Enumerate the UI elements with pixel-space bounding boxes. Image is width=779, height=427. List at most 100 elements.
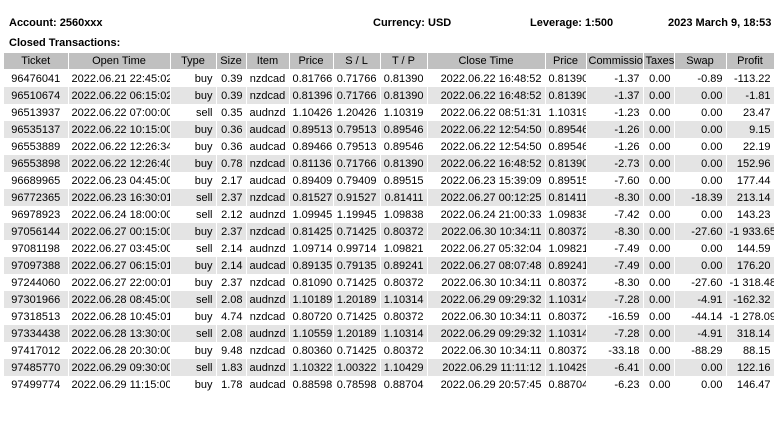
cell-item: audnzd xyxy=(246,359,290,376)
cell-profit: 23.47 xyxy=(726,104,775,121)
cell-taxes: 0.00 xyxy=(643,376,675,393)
table-row: 97417012 2022.06.28 20:30:00 buy 9.48 nzdcad… xyxy=(4,342,775,359)
cell-take-profit: 0.88704 xyxy=(380,376,428,393)
cell-close-price: 0.89546 xyxy=(545,138,587,155)
table-row: 97499774 2022.06.29 11:15:00 buy 1.78 audcad… xyxy=(4,376,775,393)
cell-take-profit: 0.80372 xyxy=(380,342,428,359)
cell-commission: -6.23 xyxy=(586,376,644,393)
cell-stop-loss: 0.71425 xyxy=(333,308,381,325)
closed-transactions-title: Closed Transactions: xyxy=(9,37,121,49)
cell-taxes: 0.00 xyxy=(643,121,675,138)
column-header-taxes: Taxes xyxy=(643,53,675,70)
cell-close-time: 2022.06.30 10:34:11 xyxy=(427,223,546,240)
cell-open-price: 0.89135 xyxy=(289,257,334,274)
cell-close-price: 1.09821 xyxy=(545,240,587,257)
cell-swap: 0.00 xyxy=(674,376,727,393)
cell-open-price: 0.81090 xyxy=(289,274,334,291)
cell-size: 4.74 xyxy=(216,308,247,325)
cell-taxes: 0.00 xyxy=(643,308,675,325)
cell-take-profit: 0.81390 xyxy=(380,87,428,104)
cell-stop-loss: 0.78598 xyxy=(333,376,381,393)
cell-swap: 0.00 xyxy=(674,138,727,155)
cell-swap: 0.00 xyxy=(674,104,727,121)
cell-commission: -1.23 xyxy=(586,104,644,121)
column-header-open-price: Price xyxy=(289,53,334,70)
cell-commission: -8.30 xyxy=(586,189,644,206)
cell-stop-loss: 1.20189 xyxy=(333,291,381,308)
table-row: 96535137 2022.06.22 10:15:00 buy 0.36 audcad… xyxy=(4,121,775,138)
cell-taxes: 0.00 xyxy=(643,87,675,104)
cell-close-time: 2022.06.30 10:34:11 xyxy=(427,308,546,325)
cell-type: sell xyxy=(170,189,217,206)
cell-item: audnzd xyxy=(246,240,290,257)
cell-close-price: 0.81390 xyxy=(545,87,587,104)
cell-swap: -0.89 xyxy=(674,69,727,87)
cell-taxes: 0.00 xyxy=(643,189,675,206)
cell-take-profit: 1.09821 xyxy=(380,240,428,257)
column-header-stop-loss: S / L xyxy=(333,53,381,70)
cell-stop-loss: 1.00322 xyxy=(333,359,381,376)
cell-commission: -1.37 xyxy=(586,69,644,87)
cell-type: buy xyxy=(170,87,217,104)
cell-taxes: 0.00 xyxy=(643,172,675,189)
cell-taxes: 0.00 xyxy=(643,291,675,308)
table-row: 96476041 2022.06.21 22:45:02 buy 0.39 nzdcad… xyxy=(4,69,775,87)
column-header-close-time: Close Time xyxy=(427,53,546,70)
cell-open-price: 1.09945 xyxy=(289,206,334,223)
cell-item: nzdcad xyxy=(246,155,290,172)
cell-item: audcad xyxy=(246,172,290,189)
cell-open-time: 2022.06.27 06:15:01 xyxy=(68,257,171,274)
table-row: 96689965 2022.06.23 04:45:00 buy 2.17 audcad… xyxy=(4,172,775,189)
cell-size: 2.37 xyxy=(216,223,247,240)
cell-taxes: 0.00 xyxy=(643,274,675,291)
table-row: 97081198 2022.06.27 03:45:00 sell 2.14 audnz… xyxy=(4,240,775,257)
cell-commission: -1.37 xyxy=(586,87,644,104)
cell-ticket: 97485770 xyxy=(4,359,69,376)
cell-ticket: 96689965 xyxy=(4,172,69,189)
cell-type: sell xyxy=(170,104,217,121)
cell-open-price: 1.10189 xyxy=(289,291,334,308)
cell-taxes: 0.00 xyxy=(643,325,675,342)
cell-open-time: 2022.06.22 06:15:02 xyxy=(68,87,171,104)
cell-open-time: 2022.06.22 12:26:40 xyxy=(68,155,171,172)
cell-size: 0.78 xyxy=(216,155,247,172)
cell-close-time: 2022.06.29 11:11:12 xyxy=(427,359,546,376)
cell-taxes: 0.00 xyxy=(643,69,675,87)
cell-close-price: 0.80372 xyxy=(545,308,587,325)
cell-stop-loss: 0.79513 xyxy=(333,121,381,138)
cell-open-time: 2022.06.22 10:15:00 xyxy=(68,121,171,138)
cell-item: nzdcad xyxy=(246,274,290,291)
cell-size: 1.83 xyxy=(216,359,247,376)
cell-type: buy xyxy=(170,308,217,325)
cell-take-profit: 1.09838 xyxy=(380,206,428,223)
cell-commission: -7.28 xyxy=(586,291,644,308)
cell-type: buy xyxy=(170,138,217,155)
table-row: 96513937 2022.06.22 07:00:00 sell 0.35 audnz… xyxy=(4,104,775,121)
cell-close-time: 2022.06.23 15:39:09 xyxy=(427,172,546,189)
cell-item: nzdcad xyxy=(246,69,290,87)
cell-size: 2.14 xyxy=(216,240,247,257)
cell-stop-loss: 0.79409 xyxy=(333,172,381,189)
cell-open-price: 1.09714 xyxy=(289,240,334,257)
cell-commission: -2.73 xyxy=(586,155,644,172)
cell-profit: 9.15 xyxy=(726,121,775,138)
cell-item: nzdcad xyxy=(246,87,290,104)
cell-type: buy xyxy=(170,69,217,87)
cell-taxes: 0.00 xyxy=(643,138,675,155)
cell-open-time: 2022.06.27 22:00:01 xyxy=(68,274,171,291)
cell-size: 0.36 xyxy=(216,138,247,155)
cell-commission: -7.28 xyxy=(586,325,644,342)
cell-close-price: 0.80372 xyxy=(545,223,587,240)
cell-close-price: 0.89241 xyxy=(545,257,587,274)
column-header-take-profit: T / P xyxy=(380,53,428,70)
cell-close-price: 0.80372 xyxy=(545,342,587,359)
cell-profit: 88.15 xyxy=(726,342,775,359)
cell-commission: -1.26 xyxy=(586,138,644,155)
cell-close-time: 2022.06.22 12:54:50 xyxy=(427,138,546,155)
table-row: 96510674 2022.06.22 06:15:02 buy 0.39 nzdcad… xyxy=(4,87,775,104)
cell-open-time: 2022.06.23 16:30:01 xyxy=(68,189,171,206)
cell-close-time: 2022.06.30 10:34:11 xyxy=(427,342,546,359)
table-row: 96553889 2022.06.22 12:26:34 buy 0.36 audcad… xyxy=(4,138,775,155)
column-header-size: Size xyxy=(216,53,247,70)
